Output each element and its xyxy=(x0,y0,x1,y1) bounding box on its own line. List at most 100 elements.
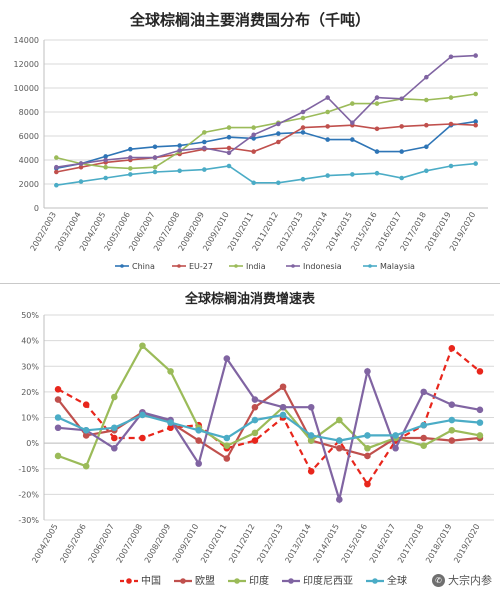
data-point-india xyxy=(374,101,380,106)
data-point-indonesia xyxy=(374,95,380,100)
legend-label-malaysia: Malaysia xyxy=(380,262,415,271)
series-line-india xyxy=(56,93,476,170)
data-point-china xyxy=(152,144,158,150)
data-point-china xyxy=(399,149,404,154)
y-tick-label: -10% xyxy=(18,465,39,474)
data-point-series-2 xyxy=(139,342,146,350)
series-line-series-3 xyxy=(58,356,481,504)
data-point-china xyxy=(202,139,207,145)
chart-title: 全球棕榈油消费增速表 xyxy=(184,292,315,307)
data-point-india xyxy=(448,95,454,100)
data-point-series-2 xyxy=(336,416,343,424)
x-tick-label: 2006/2007 xyxy=(87,523,117,565)
data-point-series-4 xyxy=(111,424,118,432)
legend-label-series-4: 全球 xyxy=(387,574,407,587)
legend-marker-series-2 xyxy=(234,578,240,584)
data-point-malaysia xyxy=(300,176,306,182)
data-point-series-3 xyxy=(420,388,427,396)
data-point-indonesia xyxy=(424,74,429,80)
data-point-series-3 xyxy=(54,424,62,432)
data-point-china xyxy=(325,137,330,142)
data-point-eu-27 xyxy=(54,169,59,175)
data-point-series-3 xyxy=(364,368,371,375)
data-point-eu-27 xyxy=(251,149,256,154)
x-tick-label: 2013/2014 xyxy=(283,523,313,565)
data-point-malaysia xyxy=(325,173,330,178)
data-point-china xyxy=(300,130,306,135)
data-point-eu-27 xyxy=(374,126,380,132)
data-point-malaysia xyxy=(202,167,207,172)
data-point-series-2 xyxy=(111,393,118,401)
data-point-malaysia xyxy=(424,168,429,174)
data-point-series-0 xyxy=(448,345,456,352)
data-point-indonesia xyxy=(251,132,256,138)
y-tick-label: 2000 xyxy=(19,180,39,189)
data-point-indonesia xyxy=(54,164,59,170)
series-line-indonesia xyxy=(56,54,476,168)
data-point-series-4 xyxy=(195,427,202,434)
data-point-series-2 xyxy=(364,444,371,452)
data-point-series-3 xyxy=(307,403,315,411)
data-point-series-3 xyxy=(251,396,259,403)
data-point-malaysia xyxy=(78,179,84,184)
legend-marker-china xyxy=(120,264,124,268)
series-line-china xyxy=(56,120,476,170)
data-point-china xyxy=(128,146,133,152)
y-tick-label: 10000 xyxy=(14,84,39,93)
chart-top-panel: 全球棕榈油主要消费国分布（千吨） 0 2000 4000 6000 8000 10000 1… xyxy=(0,0,500,284)
legend-marker-india xyxy=(234,264,238,268)
data-point-indonesia xyxy=(103,157,108,163)
data-point-malaysia xyxy=(103,175,108,181)
data-point-eu-27 xyxy=(448,121,454,127)
data-point-indonesia xyxy=(399,96,404,102)
data-point-series-1 xyxy=(251,403,259,411)
data-point-series-0 xyxy=(139,434,146,442)
data-point-malaysia xyxy=(448,163,454,169)
data-point-indonesia xyxy=(473,53,478,58)
data-point-india xyxy=(424,97,429,103)
data-point-malaysia xyxy=(128,172,133,177)
data-point-series-0 xyxy=(364,480,371,488)
data-point-series-4 xyxy=(448,416,456,424)
data-point-series-4 xyxy=(336,437,343,444)
data-point-malaysia xyxy=(473,161,478,166)
data-point-series-4 xyxy=(364,432,371,439)
y-tick-label: 10% xyxy=(21,414,39,423)
data-point-eu-27 xyxy=(473,122,478,128)
data-point-malaysia xyxy=(251,180,256,186)
series-line-eu-27 xyxy=(56,123,476,173)
y-tick-label: 6000 xyxy=(19,132,39,141)
data-point-indonesia xyxy=(78,161,84,166)
data-point-series-3 xyxy=(223,355,231,362)
data-point-indonesia xyxy=(350,120,355,126)
data-point-indonesia xyxy=(300,109,306,115)
data-point-series-0 xyxy=(111,434,118,442)
data-point-series-1 xyxy=(364,452,371,460)
data-point-indonesia xyxy=(226,150,232,156)
x-tick-label: 2018/2019 xyxy=(424,523,454,565)
data-point-series-1 xyxy=(279,383,287,391)
data-point-series-0 xyxy=(476,368,484,375)
data-point-series-4 xyxy=(139,411,146,419)
data-point-series-0 xyxy=(251,437,259,444)
x-tick-label: 2015/2016 xyxy=(340,523,370,565)
data-point-china xyxy=(226,134,232,140)
y-tick-label: 14000 xyxy=(14,36,39,45)
data-point-series-1 xyxy=(420,434,427,442)
data-point-series-4 xyxy=(82,427,90,434)
y-tick-label: 40% xyxy=(21,337,39,346)
x-tick-label: 2004/2005 xyxy=(30,523,60,565)
data-point-series-3 xyxy=(111,444,118,452)
data-point-india xyxy=(300,115,306,121)
data-point-series-1 xyxy=(448,437,456,444)
data-point-series-0 xyxy=(82,401,90,408)
data-point-series-2 xyxy=(420,442,427,449)
x-tick-label: 2016/2017 xyxy=(368,523,398,565)
series-line-series-2 xyxy=(57,344,481,468)
data-point-series-2 xyxy=(223,442,231,449)
y-tick-label: 0% xyxy=(26,439,39,448)
y-tick-label: -20% xyxy=(18,490,39,499)
legend-label-series-2: 印度 xyxy=(249,574,269,587)
y-tick-label: 50% xyxy=(21,311,39,320)
legend-marker-malaysia xyxy=(368,264,372,268)
